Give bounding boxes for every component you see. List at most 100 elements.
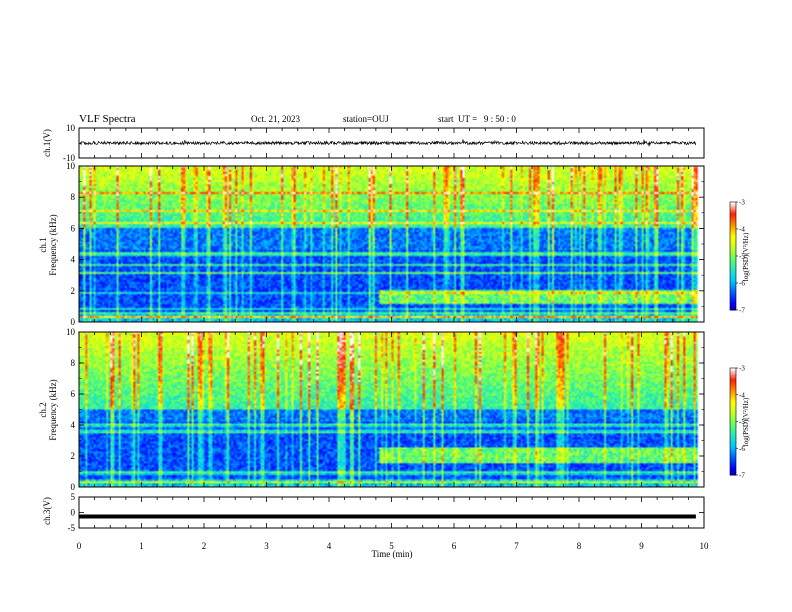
ch1-colorbar-cell (730, 275, 736, 279)
ch1-colorbar-cell (730, 288, 736, 291)
time-tick-label: 5 (389, 541, 394, 551)
ch1-waveform-ytick-label: 10 (66, 123, 76, 133)
ch1-waveform-ytick-label: -10 (63, 153, 75, 163)
colorbar-tick-label: -3 (739, 199, 745, 207)
ch2-colorbar-cell (730, 471, 736, 474)
ch1-colorbar-cell (730, 268, 736, 271)
ch3-waveform-panel: 5 0 -5 (68, 492, 705, 533)
ch2-colorbar-cell (730, 450, 736, 453)
ch1-colorbar-cell (730, 218, 736, 221)
ch1-colorbar-cell (730, 212, 736, 216)
ch1-colorbar-cell (730, 302, 736, 306)
time-tick-label: 9 (639, 541, 644, 551)
ch1-colorbar-cell (730, 245, 736, 248)
ch2-spectrogram-ylabel-line2: Frequency (kHz) (48, 379, 58, 440)
time-tick-label: 7 (514, 541, 519, 551)
ch1-colorbar-cell (730, 202, 736, 205)
ch2-colorbar-cell (730, 398, 736, 401)
ch1-colorbar-cell (730, 203, 736, 207)
ch2-colorbar-cell (730, 405, 736, 408)
ch2-colorbar: -3 -4 -5 -6 -7 (729, 365, 745, 480)
ch2-colorbar-cell (730, 426, 736, 430)
ch2-colorbar-cell (730, 396, 736, 399)
ch2-colorbar-cell (730, 466, 736, 469)
ch2-colorbar-cell (730, 433, 736, 437)
ch2-spectrogram-ytick-label: 6 (71, 389, 76, 399)
ch1-colorbar-cell (730, 261, 736, 264)
ch1-waveform-line (78, 139, 697, 147)
time-tick-label: 10 (700, 541, 710, 551)
ch2-spectrogram-ytick-label: 8 (71, 358, 76, 368)
ch1-colorbar-cell (730, 256, 736, 259)
ch1-spectrogram-ylabel-line1: ch.1 (38, 237, 48, 252)
figure-title: VLF Spectra (79, 113, 136, 125)
ch2-colorbar-cell (730, 460, 736, 464)
colorbar-tick-label: -5 (739, 418, 745, 426)
ch2-colorbar-cell (730, 437, 736, 440)
ch2-colorbar-cell (730, 409, 736, 412)
ch1-colorbar-cell (730, 270, 736, 273)
ch2-colorbar-cell (730, 394, 736, 398)
ch1-colorbar-cell (730, 293, 736, 297)
ch1-colorbar-cell (730, 221, 736, 225)
ch2-spectrogram-ytick-label: 2 (71, 451, 76, 461)
ch2-colorbar-cell (730, 430, 736, 433)
ch1-spectrogram-panel: 0 2 4 6 8 10 (66, 161, 705, 327)
ch3-waveform-ytick-label: 5 (71, 492, 76, 502)
ch1-colorbar-cell (730, 238, 736, 241)
ch2-colorbar-cell (730, 380, 736, 383)
ch1-colorbar-cell (730, 225, 736, 228)
header-start-time: start UT = 9 : 50 : 0 (438, 114, 516, 124)
ch1-spectrogram-ytick-label: 8 (71, 192, 76, 202)
ch1-colorbar-cell (730, 220, 736, 223)
ch2-colorbar-cell (730, 369, 736, 373)
ch1-colorbar-cell (730, 207, 736, 210)
ch1-colorbar-cell (730, 277, 736, 280)
time-tick-label: 0 (77, 541, 82, 551)
ch2-colorbar-cell (730, 371, 736, 374)
colorbar-tick-label: -7 (739, 472, 745, 480)
ch2-colorbar-cell (730, 446, 736, 449)
ch2-colorbar-cell (730, 400, 736, 403)
ch1-colorbar-cell (730, 284, 736, 288)
ch1-colorbar-cell (730, 216, 736, 219)
header-station: station=OUJ (343, 114, 389, 124)
ch3-waveform-ytick-label: 0 (71, 508, 76, 518)
ch2-spectrogram-ylabel-line1: ch.2 (38, 402, 48, 417)
ch2-colorbar-cell (730, 412, 736, 415)
ch1-colorbar-cell (730, 230, 736, 234)
ch1-colorbar-cell (730, 252, 736, 255)
ch2-colorbar-cell (730, 384, 736, 387)
ch1-colorbar-cell (730, 292, 736, 295)
ch1-colorbar-cell (730, 211, 736, 214)
ch1-colorbar-cell (730, 257, 736, 261)
ch1-spectrogram-ytick-label: 0 (71, 317, 76, 327)
ch2-colorbar-cell (730, 389, 736, 392)
ch1-colorbar-cell (730, 308, 736, 311)
ch2-colorbar-cell (730, 451, 736, 455)
ch2-colorbar-cell (730, 473, 736, 476)
ch2-spectrogram-panel: 0 2 4 6 8 10 (66, 327, 705, 492)
colorbar-tick-label: -6 (739, 280, 745, 288)
time-tick-label: 4 (327, 541, 332, 551)
ch1-colorbar-cell (730, 259, 736, 262)
ch2-colorbar-cell (730, 421, 736, 424)
ch2-colorbar-cell (730, 428, 736, 431)
ch1-colorbar-cell (730, 234, 736, 237)
ch1-colorbar-cell (730, 266, 736, 270)
ch2-colorbar-cell (730, 464, 736, 467)
ch1-colorbar-cell (730, 286, 736, 289)
ch1-colorbar-cell (730, 209, 736, 212)
ch2-colorbar-cell (730, 407, 736, 410)
ch2-colorbar-cell (730, 378, 736, 381)
ch1-colorbar-cell (730, 239, 736, 243)
ch2-colorbar-cell (730, 414, 736, 417)
ch2-colorbar-cell (730, 376, 736, 380)
ch2-colorbar-cell (730, 441, 736, 444)
colorbar-tick-label: -5 (739, 253, 745, 261)
ch2-colorbar-cell (730, 435, 736, 439)
ch2-spectrogram-ytick-label: 4 (71, 420, 76, 430)
ch1-colorbar: -3 -4 -5 -6 -7 (729, 199, 745, 315)
ch3-waveform-ytick-label: -5 (68, 523, 76, 533)
ch1-colorbar-cell (730, 227, 736, 230)
